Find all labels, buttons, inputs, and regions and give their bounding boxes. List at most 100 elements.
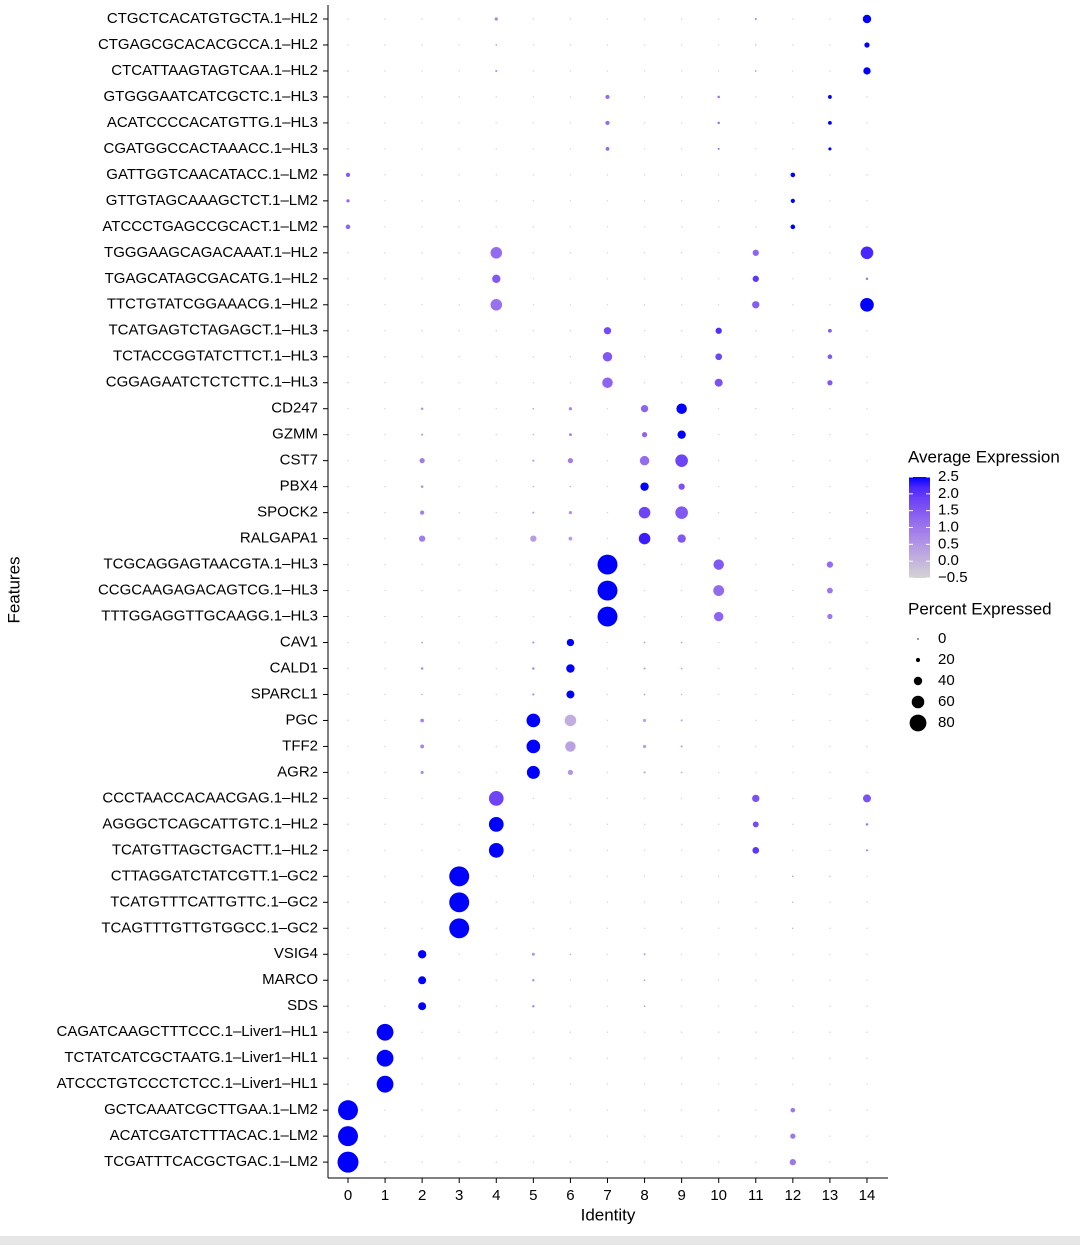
y-tick-label: CTGCTCACATGTGCTA.1–HL2 [107, 10, 318, 27]
dot [606, 408, 609, 410]
x-tick-label: 3 [455, 1187, 463, 1204]
dot [384, 278, 386, 280]
dot [792, 96, 794, 98]
dot [347, 278, 349, 280]
dot [532, 641, 535, 644]
dot [642, 718, 647, 723]
dot [421, 382, 423, 384]
dot [638, 506, 651, 519]
dot [384, 382, 386, 384]
dot [597, 580, 618, 601]
dot [347, 122, 349, 124]
dot [643, 330, 646, 332]
dot [792, 667, 794, 670]
dot [495, 745, 497, 748]
dot [680, 1005, 683, 1007]
dot [384, 771, 386, 774]
dot [792, 1005, 794, 1007]
dot [458, 589, 460, 592]
dot [421, 849, 423, 852]
dot [458, 537, 460, 540]
dot [376, 1023, 394, 1041]
y-tick-label: TCATGAGTCTAGAGCT.1–HL3 [109, 322, 318, 339]
dot [792, 537, 794, 540]
dot [755, 875, 757, 878]
dot [680, 979, 683, 981]
dot [345, 224, 351, 230]
dot [532, 589, 535, 592]
dot [566, 664, 575, 673]
y-tick-label: GZMM [272, 426, 318, 443]
dot [718, 252, 720, 254]
dot [828, 147, 832, 151]
colorbar-label: 2.0 [938, 485, 959, 502]
dot [532, 382, 535, 384]
dot [384, 200, 386, 202]
dot [680, 589, 683, 592]
dot [384, 953, 386, 955]
dot [384, 875, 386, 878]
dot [606, 667, 609, 670]
dot [569, 953, 572, 956]
dot [458, 1135, 460, 1137]
dot [384, 1161, 386, 1163]
dot [866, 408, 868, 410]
dot [792, 745, 794, 748]
y-tick-label: CD247 [271, 400, 318, 417]
dot [860, 246, 874, 260]
dot [458, 1057, 460, 1059]
colorbar-label: 0.0 [938, 552, 959, 569]
dot [458, 1005, 460, 1007]
dot [755, 667, 757, 670]
dot [680, 849, 683, 852]
dot [755, 771, 757, 774]
dot [680, 226, 683, 228]
dot [532, 18, 535, 20]
dot [866, 485, 868, 488]
dot [606, 459, 609, 462]
dot [495, 1109, 497, 1111]
dot [606, 485, 609, 488]
dot [421, 1109, 423, 1111]
dot [495, 44, 498, 46]
dot [532, 901, 535, 904]
dot [384, 433, 386, 436]
dot [755, 1005, 757, 1007]
dot [495, 927, 497, 929]
dot [495, 485, 497, 488]
dot [829, 667, 831, 670]
dot [866, 148, 868, 150]
size-label: 20 [938, 651, 955, 668]
dot [827, 380, 833, 386]
dot [789, 1158, 796, 1166]
dot [495, 122, 497, 124]
dot [643, 615, 646, 618]
y-tick-label: CAGATCAAGCTTTCCC.1–Liver1–HL1 [57, 1023, 318, 1040]
dot [680, 719, 683, 722]
dot [458, 148, 460, 150]
dot [829, 304, 831, 306]
dot [862, 794, 871, 803]
dot [865, 849, 869, 852]
dot [532, 407, 535, 410]
dot [680, 641, 683, 644]
dot [384, 589, 386, 592]
dot [680, 200, 683, 202]
dot [605, 147, 610, 151]
dot [792, 459, 794, 462]
dot [718, 70, 720, 72]
dot [421, 200, 423, 202]
dot [866, 667, 868, 670]
dot [865, 277, 869, 281]
dot [826, 561, 834, 568]
dot [347, 1083, 349, 1085]
dot [569, 1057, 572, 1059]
dot [866, 1161, 868, 1163]
dot [718, 667, 720, 670]
dot [755, 44, 757, 46]
dot [418, 535, 426, 542]
dot [347, 875, 349, 878]
dot [792, 18, 794, 20]
dot [792, 875, 794, 878]
dot [826, 587, 833, 594]
